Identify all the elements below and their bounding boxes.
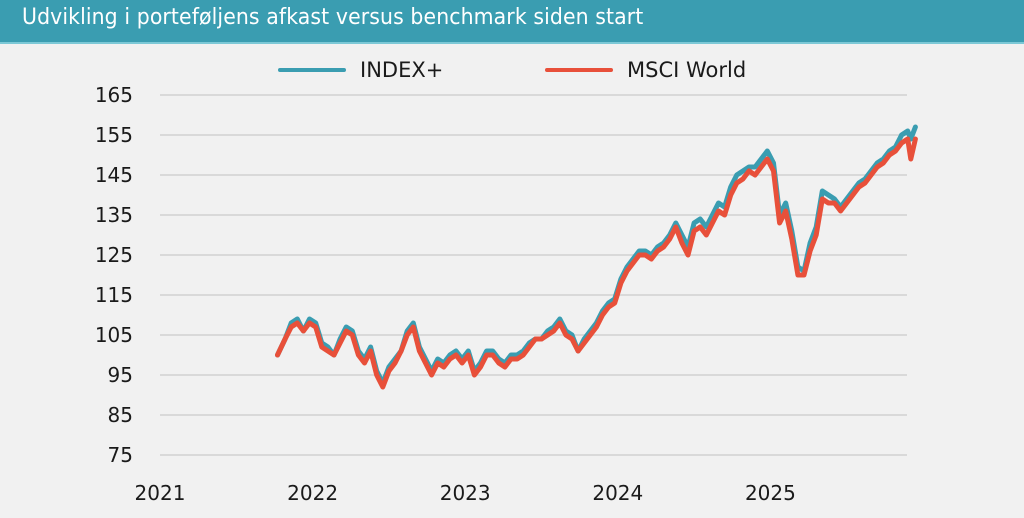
legend-swatch-index-plus (278, 68, 346, 72)
legend-item-msci-world: MSCI World (545, 54, 746, 86)
y-tick-label: 145 (95, 163, 133, 187)
y-tick-label: 105 (95, 323, 133, 347)
legend-label-index-plus: INDEX+ (360, 58, 444, 82)
legend-label-msci-world: MSCI World (627, 58, 747, 82)
grid-lines (160, 94, 907, 456)
y-tick-label: 155 (95, 123, 133, 147)
legend-item-index-plus: INDEX+ (278, 54, 443, 86)
y-tick-label: 115 (95, 283, 133, 307)
chart-legend: INDEX+ MSCI World (0, 54, 1024, 86)
y-tick-label: 125 (95, 243, 133, 267)
series-line-msci-world (275, 136, 918, 390)
x-tick-label: 2023 (440, 481, 491, 505)
chart-title: Udvikling i porteføljens afkast versus b… (22, 5, 644, 30)
x-tick-label: 2024 (592, 481, 643, 505)
x-tick-label: 2022 (287, 481, 338, 505)
y-tick-label: 135 (95, 203, 133, 227)
y-tick-label: 75 (108, 443, 133, 467)
x-axis: 2021 2022 2023 2024 2025 (135, 481, 796, 505)
x-tick-label: 2025 (745, 481, 796, 505)
y-tick-label: 165 (95, 83, 133, 107)
y-axis: 165 155 145 135 125 115 105 95 85 75 (95, 83, 133, 467)
y-tick-label: 95 (108, 363, 133, 387)
header-divider (0, 42, 1024, 44)
chart-header: Udvikling i porteføljens afkast versus b… (0, 0, 1024, 44)
legend-swatch-msci-world (545, 68, 613, 72)
x-tick-label: 2021 (135, 481, 186, 505)
series-lines (275, 124, 918, 390)
y-tick-label: 85 (108, 403, 133, 427)
